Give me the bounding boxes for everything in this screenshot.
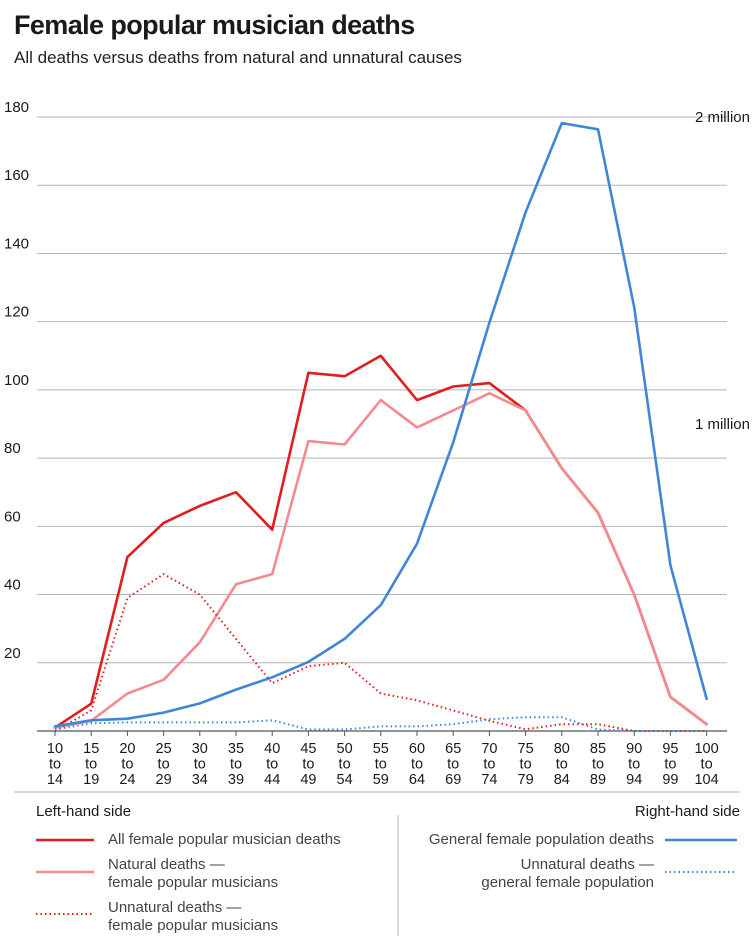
- x-tick-label: 15: [83, 741, 99, 757]
- x-tick-label: to: [628, 757, 640, 773]
- x-tick-label: 90: [626, 741, 642, 757]
- x-tick-label: 29: [156, 772, 172, 788]
- x-tick-label: 54: [337, 772, 353, 788]
- x-tick-label: 60: [409, 741, 425, 757]
- x-tick-label: 74: [481, 772, 497, 788]
- x-tick-label: to: [194, 757, 206, 773]
- x-tick-label: 100: [694, 741, 718, 757]
- x-tick-label: 20: [119, 741, 135, 757]
- x-tick-label: 94: [626, 772, 642, 788]
- y-left-tick-label: 160: [4, 167, 29, 184]
- chart-subtitle: All deaths versus deaths from natural an…: [14, 48, 462, 67]
- y-axis-right: 1 million 2 million: [695, 109, 750, 433]
- legend-item-general-population-deaths: General female population deaths: [428, 831, 654, 848]
- legend-left-heading: Left-hand side: [36, 803, 132, 820]
- x-tick-label: 10: [47, 741, 63, 757]
- x-tick-label: 99: [662, 772, 678, 788]
- x-tick-label: to: [85, 757, 97, 773]
- x-tick-label: 95: [662, 741, 678, 757]
- x-tick-label: 44: [264, 772, 280, 788]
- x-tick-label: 55: [373, 741, 389, 757]
- legend-swatches: [36, 838, 737, 915]
- x-tick-label: to: [49, 757, 61, 773]
- x-tick-label: to: [556, 757, 568, 773]
- x-tick-label: 80: [554, 741, 570, 757]
- x-tick-label: 59: [373, 772, 389, 788]
- legend-item-all-deaths: All female popular musician deaths: [108, 831, 341, 848]
- grid-lines: [37, 116, 727, 732]
- x-tick-label: 30: [192, 741, 208, 757]
- y-left-tick-label: 80: [4, 440, 21, 457]
- series-line: [53, 354, 708, 729]
- series-line: [53, 391, 708, 729]
- y-left-tick-label: 120: [4, 304, 29, 321]
- x-tick-label: to: [447, 757, 459, 773]
- y-left-tick-label: 140: [4, 235, 29, 252]
- x-tick-label: 104: [694, 772, 718, 788]
- x-tick-label: 25: [156, 741, 172, 757]
- x-tick-label: 84: [554, 772, 570, 788]
- x-tick-label: 49: [300, 772, 316, 788]
- x-tick-label: 85: [590, 741, 606, 757]
- x-tick-label: to: [411, 757, 423, 773]
- x-tick-label: to: [339, 757, 351, 773]
- x-tick-label: to: [664, 757, 676, 773]
- x-tick-label: to: [701, 757, 713, 773]
- x-tick-label: to: [158, 757, 170, 773]
- x-tick-label: 89: [590, 772, 606, 788]
- legend-right-heading: Right-hand side: [634, 803, 740, 820]
- y-left-tick-label: 180: [4, 99, 29, 116]
- x-axis: 10to1415to1920to2425to2930to3435to3940to…: [47, 731, 719, 788]
- x-tick-label: to: [302, 757, 314, 773]
- y-left-tick-label: 40: [4, 577, 21, 594]
- legend-item-natural-deaths: Natural deaths — female popular musician…: [108, 856, 279, 891]
- x-tick-label: 50: [337, 741, 353, 757]
- x-tick-label: 40: [264, 741, 280, 757]
- y-left-tick-label: 100: [4, 372, 29, 389]
- series-line: [54, 573, 707, 732]
- series-line: [53, 121, 708, 728]
- x-tick-label: to: [520, 757, 532, 773]
- chart-title: Female popular musician deaths: [14, 10, 415, 40]
- x-tick-label: to: [121, 757, 133, 773]
- legend-item-unnatural-deaths: Unnatural deaths — female popular musici…: [108, 899, 279, 934]
- x-tick-label: 19: [83, 772, 99, 788]
- series-lines: [53, 121, 708, 732]
- y-axis-left: 20 40 60 80 100 120 140 160 180: [4, 99, 29, 662]
- y-right-tick-label: 1 million: [695, 416, 750, 433]
- x-tick-label: 75: [518, 741, 534, 757]
- x-tick-label: 69: [445, 772, 461, 788]
- x-tick-label: 64: [409, 772, 425, 788]
- x-tick-label: 24: [119, 772, 135, 788]
- y-left-tick-label: 60: [4, 508, 21, 525]
- x-tick-label: to: [230, 757, 242, 773]
- x-tick-label: 35: [228, 741, 244, 757]
- x-tick-label: 45: [300, 741, 316, 757]
- x-tick-label: 79: [518, 772, 534, 788]
- y-right-tick-label: 2 million: [695, 109, 750, 126]
- x-tick-label: 39: [228, 772, 244, 788]
- x-tick-label: 14: [47, 772, 63, 788]
- legend-item-general-unnatural-deaths: Unnatural deaths — general female popula…: [481, 856, 654, 891]
- series-line: [54, 716, 707, 732]
- x-tick-label: to: [592, 757, 604, 773]
- x-tick-label: to: [266, 757, 278, 773]
- x-tick-label: 34: [192, 772, 208, 788]
- y-left-tick-label: 20: [4, 645, 21, 662]
- x-tick-label: 70: [481, 741, 497, 757]
- x-tick-label: to: [483, 757, 495, 773]
- x-tick-label: 65: [445, 741, 461, 757]
- x-tick-label: to: [375, 757, 387, 773]
